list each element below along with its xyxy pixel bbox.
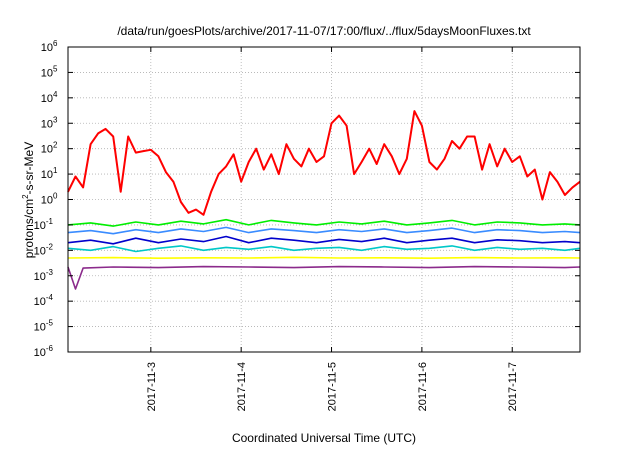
x-axis-ticks: 2017-11-3 2017-11-4 2017-11-5 2017-11-6 2017… <box>146 47 519 411</box>
y-tick-base: 10 <box>34 347 46 359</box>
series-line <box>67 235 581 245</box>
y-tick-exponent: 1 <box>53 166 58 175</box>
y-tick-base: 10 <box>41 42 53 54</box>
y-tick-exponent: 6 <box>53 39 58 48</box>
y-tick-base: 10 <box>34 322 46 334</box>
y-tick-exponent: -6 <box>46 344 54 353</box>
series-line <box>67 110 581 216</box>
x-tick-label: 2017-11-4 <box>236 362 248 411</box>
y-tick-exponent: 2 <box>53 141 58 150</box>
chart-title: /data/run/goesPlots/archive/2017-11-07/1… <box>117 24 531 38</box>
y-tick-label: 10-6 <box>34 344 54 359</box>
y-tick-exponent: 5 <box>53 64 58 73</box>
y-tick-base: 10 <box>41 118 53 130</box>
y-axis-label: protons/cm2-s-sr-MeV <box>21 142 36 258</box>
x-tick-label: 2017-11-7 <box>507 362 519 411</box>
y-tick-exponent: 4 <box>53 90 58 99</box>
series-layer <box>67 110 581 290</box>
y-tick-exponent: -4 <box>46 293 54 302</box>
y-tick-label: 10-2 <box>34 242 54 257</box>
y-tick-exponent: -5 <box>46 319 54 328</box>
y-tick-exponent: -3 <box>46 268 54 277</box>
y-tick-base: 10 <box>34 245 46 257</box>
y-tick-label: 100 <box>41 192 58 207</box>
y-tick-base: 10 <box>41 169 53 181</box>
y-tick-base: 10 <box>41 195 53 207</box>
y-tick-label: 103 <box>41 115 58 130</box>
y-tick-label: 105 <box>41 64 58 79</box>
y-tick-base: 10 <box>34 220 46 232</box>
x-tick-label: 2017-11-6 <box>417 362 429 411</box>
x-tick-label: 2017-11-3 <box>146 362 158 411</box>
y-tick-exponent: -2 <box>46 242 54 251</box>
x-axis-label: Coordinated Universal Time (UTC) <box>232 431 416 445</box>
y-tick-label: 10-5 <box>34 319 54 334</box>
y-axis-label-sup: 2 <box>21 194 30 199</box>
y-tick-label: 101 <box>41 166 58 181</box>
series-line <box>67 226 581 235</box>
y-tick-label: 102 <box>41 141 58 156</box>
grid-lines <box>68 47 580 352</box>
y-tick-base: 10 <box>41 67 53 79</box>
y-axis-ticks: 10-610-510-410-310-210-11001011021031041… <box>34 39 580 359</box>
y-tick-label: 104 <box>41 90 58 105</box>
y-tick-label: 10-1 <box>34 217 54 232</box>
y-tick-exponent: 0 <box>53 192 58 201</box>
y-tick-exponent: 3 <box>53 115 58 124</box>
y-tick-base: 10 <box>34 271 46 283</box>
series-line <box>67 245 581 253</box>
y-axis-label-pre: protons/cm <box>22 199 36 258</box>
y-tick-label: 10-4 <box>34 293 54 308</box>
y-tick-exponent: -1 <box>46 217 54 226</box>
y-axis-label-post: -s-sr-MeV <box>22 142 36 195</box>
series-line <box>67 265 581 290</box>
y-tick-label: 10-3 <box>34 268 54 283</box>
x-tick-label: 2017-11-5 <box>327 362 339 411</box>
y-tick-base: 10 <box>41 93 53 105</box>
series-line <box>67 256 581 260</box>
y-tick-base: 10 <box>41 144 53 156</box>
y-tick-base: 10 <box>34 296 46 308</box>
series-line <box>67 218 581 227</box>
y-tick-label: 106 <box>41 39 58 54</box>
